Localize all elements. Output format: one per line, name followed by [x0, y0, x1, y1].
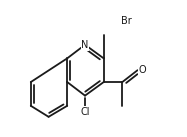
Text: O: O — [138, 65, 146, 75]
Text: Br: Br — [121, 16, 131, 26]
Text: Cl: Cl — [80, 107, 90, 117]
Text: N: N — [81, 40, 89, 50]
